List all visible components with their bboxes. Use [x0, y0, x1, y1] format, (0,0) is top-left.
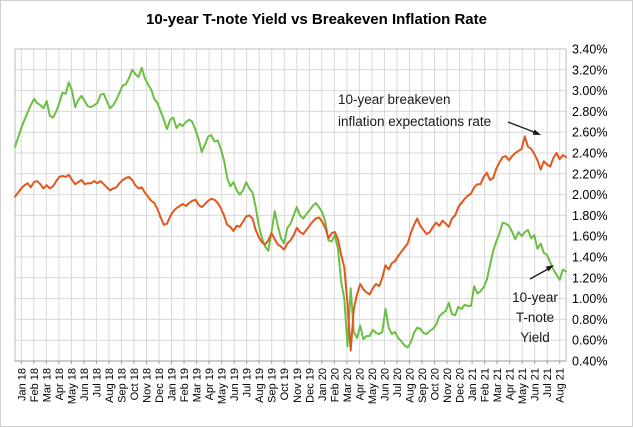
annotation-arrow-tnote	[529, 265, 554, 280]
x-tick-label: Sep 19	[267, 368, 279, 403]
y-tick-label: 1.00%	[572, 292, 607, 306]
y-tick-label: 0.80%	[572, 313, 607, 327]
annotation-breakeven-line1: 10-year breakeven	[338, 92, 451, 107]
annotation-breakeven-line2: inflation expectations rate	[338, 114, 492, 129]
x-tick-label: Jan 20	[317, 368, 329, 401]
annotation-breakeven: 10-year breakeven inflation expectations…	[338, 89, 491, 133]
x-tick-label: May 19	[217, 368, 229, 404]
x-tick-label: Apr 21	[505, 368, 517, 400]
x-tick-label: Aug 20	[404, 368, 416, 403]
x-tick-label: Aug 18	[104, 368, 116, 403]
y-tick-label: 2.00%	[572, 188, 607, 202]
annotation-tnote-line3: Yield	[520, 330, 550, 345]
x-tick-label: Jun 18	[79, 368, 91, 401]
annotation-arrow-breakeven	[507, 121, 541, 135]
x-tick-label: Aug 19	[254, 368, 266, 403]
x-tick-label: May 21	[517, 368, 529, 404]
y-tick-label: 3.20%	[572, 63, 607, 77]
y-tick-label: 1.40%	[572, 251, 607, 265]
x-tick-label: Jun 21	[530, 368, 542, 401]
x-tick-label: Dec 20	[455, 368, 467, 403]
series-line-tnote	[14, 66, 567, 349]
x-tick-label: Jan 18	[16, 368, 28, 401]
x-tick-label: Jul 18	[91, 368, 103, 397]
x-tick-label: Mar 18	[41, 368, 53, 402]
x-tick-label: Jan 19	[167, 368, 179, 401]
x-tick-label: Jul 20	[392, 368, 404, 397]
x-tick-label: Mar 20	[342, 368, 354, 402]
x-tick-label: Aug 21	[555, 368, 567, 403]
y-tick-label: 2.20%	[572, 167, 607, 181]
x-tick-label: Jul 21	[542, 368, 554, 397]
y-tick-label: 2.80%	[572, 105, 607, 119]
y-tick-label: 3.00%	[572, 84, 607, 98]
x-tick-label: Sep 20	[417, 368, 429, 403]
x-tick-label: Sep 18	[116, 368, 128, 403]
x-tick-label: Oct 18	[129, 368, 141, 400]
y-tick-label: 2.40%	[572, 147, 607, 161]
x-tick-label: Apr 20	[354, 368, 366, 400]
y-tick-label: 0.60%	[572, 334, 607, 348]
plot-generated: 3.40% 3.20% 3.00% 2.80% 2.60% 2.40% 2.20% 2.00%…	[14, 43, 607, 404]
x-tick-label: Nov 19	[292, 368, 304, 403]
x-tick-label: May 18	[66, 368, 78, 404]
annotation-tnote-line2: T-note	[515, 310, 555, 325]
x-tick-label: Mar 19	[192, 368, 204, 402]
x-tick-label: Feb 21	[480, 368, 492, 402]
x-tick-label: Jun 19	[229, 368, 241, 401]
series-line-breakeven	[14, 135, 567, 352]
x-tick-label: Dec 18	[154, 368, 166, 403]
y-tick-label: 1.60%	[572, 230, 607, 244]
chart-title: 10-year T-note Yield vs Breakeven Inflat…	[146, 11, 487, 28]
x-tick-label: May 20	[367, 368, 379, 404]
x-tick-label: Jul 19	[242, 368, 254, 397]
x-tick-label: Feb 18	[29, 368, 41, 402]
x-tick-label: Feb 20	[329, 368, 341, 402]
y-tick-label: 2.60%	[572, 126, 607, 140]
x-tick-label: Apr 18	[54, 368, 66, 400]
x-tick-label: Dec 19	[304, 368, 316, 403]
x-tick-label: Nov 20	[442, 368, 454, 403]
annotation-tnote: 10-year T-note Yield	[497, 288, 573, 348]
x-tick-label: Feb 19	[179, 368, 191, 402]
x-tick-label: Jan 21	[467, 368, 479, 401]
y-tick-label: 0.40%	[572, 355, 607, 369]
x-tick-label: Nov 18	[141, 368, 153, 403]
y-tick-label: 1.80%	[572, 209, 607, 223]
x-tick-label: Apr 19	[204, 368, 216, 400]
annotation-tnote-line1: 10-year	[512, 290, 558, 305]
y-tick-label: 1.20%	[572, 271, 607, 285]
x-tick-label: Mar 21	[492, 368, 504, 402]
x-tick-label: Oct 20	[430, 368, 442, 400]
x-tick-label: Oct 19	[279, 368, 291, 400]
y-tick-label: 3.40%	[572, 43, 607, 57]
x-tick-label: Jun 20	[379, 368, 391, 401]
